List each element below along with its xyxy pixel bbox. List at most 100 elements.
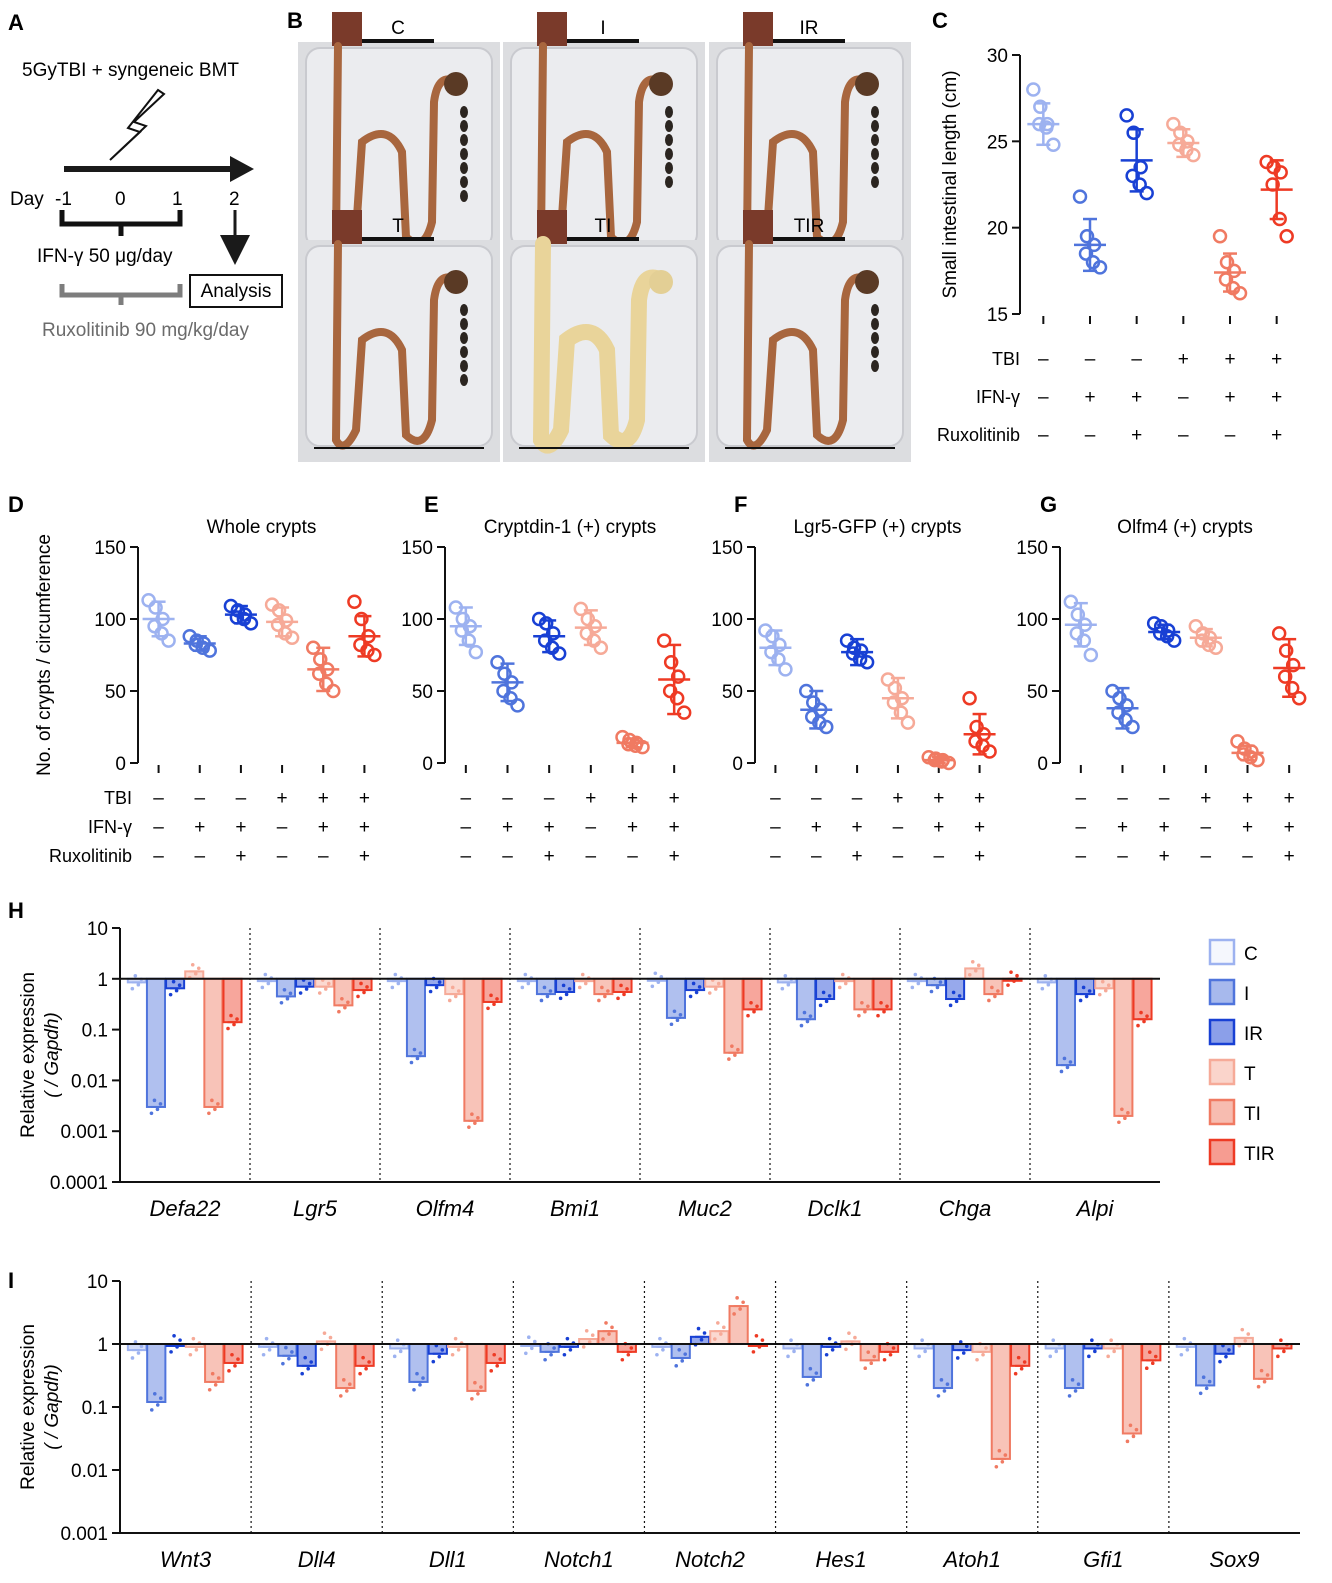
- group-ti: [1212, 229, 1248, 301]
- treatment-symbol: +: [1159, 817, 1170, 838]
- replicate-dot: [603, 994, 607, 999]
- intestine-shape: [331, 240, 460, 450]
- gene-label: Atoh1: [941, 1547, 1001, 1572]
- replicate-dot: [227, 1369, 231, 1373]
- gene-label: Sox9: [1209, 1547, 1259, 1572]
- replicate-dot: [495, 1364, 500, 1368]
- bar-tir: [742, 977, 763, 1011]
- gene-label: Olfm4: [416, 1196, 475, 1221]
- gene-label: Dclk1: [807, 1196, 862, 1221]
- replicate-dot: [891, 1346, 896, 1350]
- y-tick-label: 100: [401, 610, 433, 631]
- replicate-dot: [210, 1098, 214, 1103]
- data-point: [962, 690, 977, 706]
- replicate-dot: [945, 1382, 950, 1387]
- group-t: [1166, 116, 1201, 163]
- data-point: [839, 633, 855, 648]
- treatment-symbol: +: [1284, 817, 1295, 838]
- data-point: [354, 611, 369, 627]
- replicate-dot: [987, 998, 991, 1003]
- replicate-dot: [133, 1340, 138, 1344]
- replicate-dot: [358, 1371, 362, 1376]
- gene-label: Lgr5: [293, 1196, 338, 1221]
- y-tick-label: 50: [105, 682, 126, 703]
- fecal-pellet: [665, 176, 673, 188]
- treatment-symbol: +: [1224, 349, 1235, 370]
- replicate-dot: [1103, 988, 1108, 993]
- panel-c-letter: C: [932, 8, 948, 33]
- treatment-symbol: –: [1178, 387, 1189, 408]
- replicate-dot: [492, 1002, 496, 1007]
- replicate-dot: [938, 980, 943, 984]
- fecal-pellet: [460, 318, 468, 330]
- replicate-dot: [805, 1019, 810, 1024]
- data-point: [1119, 108, 1134, 123]
- replicate-dot: [694, 990, 699, 995]
- data-point: [1092, 260, 1108, 275]
- replicate-dot: [567, 987, 572, 991]
- treatment-row-label: Ruxolitinib: [937, 425, 1020, 445]
- cecum-shape: [444, 72, 468, 96]
- treatment-row-label: TBI: [992, 349, 1020, 369]
- replicate-dot: [707, 991, 712, 995]
- data-point: [853, 643, 869, 658]
- gene-label: Notch1: [544, 1547, 614, 1572]
- group-tir: [347, 594, 382, 663]
- photo-t: T: [298, 210, 500, 462]
- treatment-symbol: –: [1076, 846, 1087, 867]
- category-alpi: [1036, 973, 1153, 1125]
- bar-tir: [872, 977, 893, 1011]
- replicate-dot: [492, 1352, 497, 1357]
- replicate-dot: [486, 1006, 490, 1011]
- replicate-dot: [281, 1361, 285, 1366]
- replicate-dot: [935, 985, 940, 990]
- replicate-dot: [942, 1389, 947, 1393]
- replicate-dot: [716, 981, 721, 986]
- thumbnail-bar: [773, 237, 845, 241]
- replicate-dot: [1153, 1354, 1158, 1359]
- replicate-dot: [395, 1338, 400, 1343]
- treatment-symbol: +: [1271, 349, 1282, 370]
- replicate-dot: [450, 1352, 455, 1357]
- y-tick-label: 0: [732, 754, 743, 775]
- replicate-dot: [1013, 1371, 1018, 1376]
- treatment-symbol: +: [585, 788, 596, 809]
- legend-swatch-i: [1208, 978, 1236, 1006]
- treatment-row-label: IFN-γ: [976, 387, 1020, 407]
- treatment-symbol: –: [1038, 349, 1049, 370]
- replicate-dot: [1179, 1352, 1184, 1357]
- data-point: [347, 594, 362, 609]
- bar-ti: [333, 977, 354, 1007]
- replicate-dot: [746, 1013, 750, 1018]
- replicate-dot: [565, 1336, 570, 1341]
- data-point: [1063, 594, 1079, 609]
- replicate-dot: [936, 1394, 941, 1398]
- bar-tir: [878, 1343, 900, 1353]
- data-point: [1219, 254, 1235, 270]
- day-minus1: -1: [55, 189, 72, 210]
- gene-label: Dll4: [298, 1547, 336, 1572]
- replicate-dot: [741, 1300, 745, 1305]
- replicate-dot: [616, 996, 620, 1001]
- treatment-symbol: –: [502, 788, 513, 809]
- treatment-symbol: +: [669, 788, 680, 809]
- bar-ti: [723, 977, 744, 1054]
- panel-e-letter: E: [424, 492, 439, 517]
- replicate-dot: [1043, 973, 1048, 978]
- replicate-dot: [415, 1371, 419, 1376]
- replicate-dot: [213, 1107, 217, 1112]
- replicate-dot: [558, 996, 563, 1001]
- bar-i: [1055, 977, 1076, 1067]
- data-point: [1072, 189, 1088, 204]
- replicate-dot: [830, 1347, 835, 1352]
- replicate-dot: [364, 1366, 368, 1371]
- treatment-symbol: –: [1085, 349, 1096, 370]
- fecal-pellet: [460, 374, 468, 386]
- fecal-pellet: [665, 134, 673, 146]
- treatment-symbol: +: [627, 817, 638, 838]
- replicate-dot: [564, 992, 569, 997]
- panel-a: A 5GyTBI + syngeneic BMT Day -1 0 1 2 IF…: [8, 10, 283, 341]
- bar-i: [801, 1343, 822, 1378]
- replicate-dot: [523, 972, 528, 977]
- replicate-dot: [149, 1408, 154, 1412]
